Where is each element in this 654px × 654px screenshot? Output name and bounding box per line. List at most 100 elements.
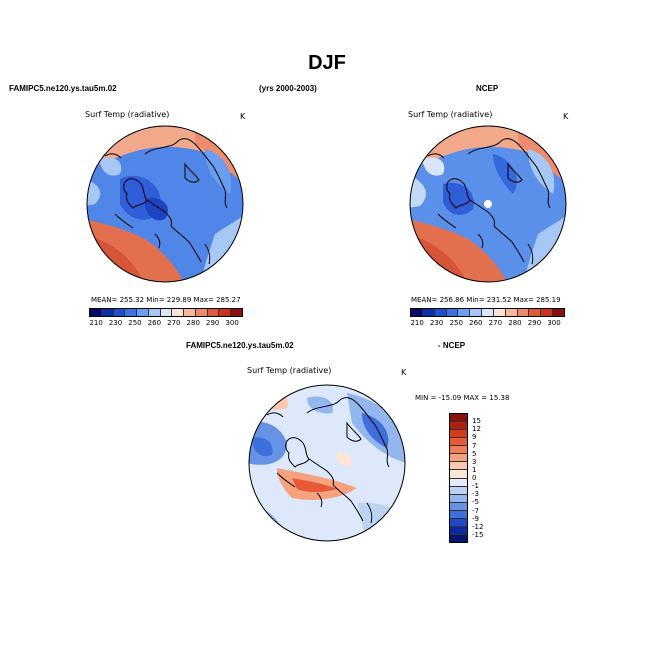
field-region [144,197,168,221]
colorbar-tick-label: 15 [472,417,481,426]
colorbar-swatch [422,309,435,316]
panel2-title: Surf Temp (radiative) [408,110,493,119]
colorbar-swatch [553,309,564,316]
colorbar-swatch [450,454,467,463]
colorbar-swatch [493,309,506,316]
coastline [527,243,534,265]
colorbar-tick-label: 260 [147,319,162,327]
colorbar-swatch [434,309,447,316]
colorbar-tick-label: 210 [89,319,103,327]
coastline [507,162,523,183]
panel2-units: K [563,112,569,121]
colorbar-tick-label: 3 [472,457,477,466]
coastline [467,138,537,167]
colorbar-swatch [517,309,530,316]
panel1-polar-map [86,125,244,283]
field-region [252,437,273,457]
colorbar-tick-label: 230 [108,319,123,327]
coastline [212,165,228,209]
colorbar-swatch [137,309,149,316]
coastline [123,178,148,209]
panel3-polar-map [248,384,406,542]
colorbar-tick-label: 1 [472,465,477,474]
colorbar-swatch [219,309,232,316]
coastline [469,199,495,227]
field-region [100,157,122,176]
coastline [493,225,525,263]
colorbar-swatch [450,414,467,423]
panel1-stats: MEAN= 255.32 Min= 229.89 Max= 285.27 [91,296,241,304]
field-region [292,478,337,492]
colorbar-tick-label: 0 [472,474,477,482]
coastline [316,492,323,508]
coastline [477,233,484,249]
coastline [308,458,334,486]
colorbar-swatch [450,462,467,471]
map-boundary [248,384,406,542]
colorbar-swatch [450,494,467,503]
colorbar-tick-label: 270 [488,319,503,327]
colorbar-tick-label: 210 [410,319,424,327]
field-region [336,452,353,466]
coastline [437,213,457,229]
panel3-colorbar [449,413,468,543]
coastline [366,502,373,524]
coastline [446,178,471,209]
colorbar-swatch [446,309,459,316]
coastline [266,412,284,418]
obs-label: NCEP [476,84,499,93]
colorbar-tick-label: 12 [472,425,481,434]
coastline [427,153,445,159]
coastline [204,243,211,265]
panel2-polar-map [409,125,567,283]
colorbar-swatch [482,309,494,316]
colorbar-tick-label: -1 [472,482,479,491]
field-region [423,157,445,176]
panel3-units: K [401,368,407,377]
colorbar-tick-label: -5 [472,498,479,507]
colorbar-swatch [101,309,114,316]
coastline [332,484,364,522]
panel2-colorbar [410,308,565,317]
colorbar-tick-label: 7 [472,441,477,450]
colorbar-swatch [113,309,126,316]
colorbar-swatch [541,309,554,316]
colorbar-swatch [172,309,185,316]
colorbar-swatch [450,470,467,479]
colorbar-tick-label: 250 [128,319,142,327]
colorbar-swatch [470,309,483,316]
coastline [154,233,161,249]
panel1-colorbar [89,308,243,317]
colorbar-swatch [450,430,467,439]
colorbar-tick-label: 300 [225,319,239,327]
colorbar-swatch [125,309,138,316]
colorbar-swatch [450,502,467,511]
colorbar-swatch [231,309,242,316]
coastline [535,165,551,209]
colorbar-tick-label: 260 [469,319,483,327]
colorbar-swatch [411,309,423,316]
colorbar-swatch [207,309,220,316]
panel3-stats: MIN = -15.09 MAX = 15.38 [415,394,510,402]
colorbar-tick-label: 280 [186,319,200,327]
colorbar-swatch [184,309,196,316]
years-label: (yrs 2000-2003) [259,84,317,93]
colorbar-tick-label: -9 [472,514,479,523]
colorbar-tick-label: 9 [472,433,477,442]
coastline [184,162,200,183]
field-region [362,413,389,448]
coastline [104,153,122,159]
map-boundary [86,125,244,283]
coastline [144,138,214,167]
colorbar-tick-label: 270 [167,319,181,327]
colorbar-swatch [450,518,467,527]
field-region [528,149,555,194]
colorbar-swatch [505,309,518,316]
colorbar-swatch [160,309,173,316]
field-region [205,149,232,194]
colorbar-swatch [450,422,467,431]
colorbar-swatch [450,478,467,487]
coastline [114,213,134,229]
coastline [285,437,310,468]
panel1-title: Surf Temp (radiative) [85,110,170,119]
